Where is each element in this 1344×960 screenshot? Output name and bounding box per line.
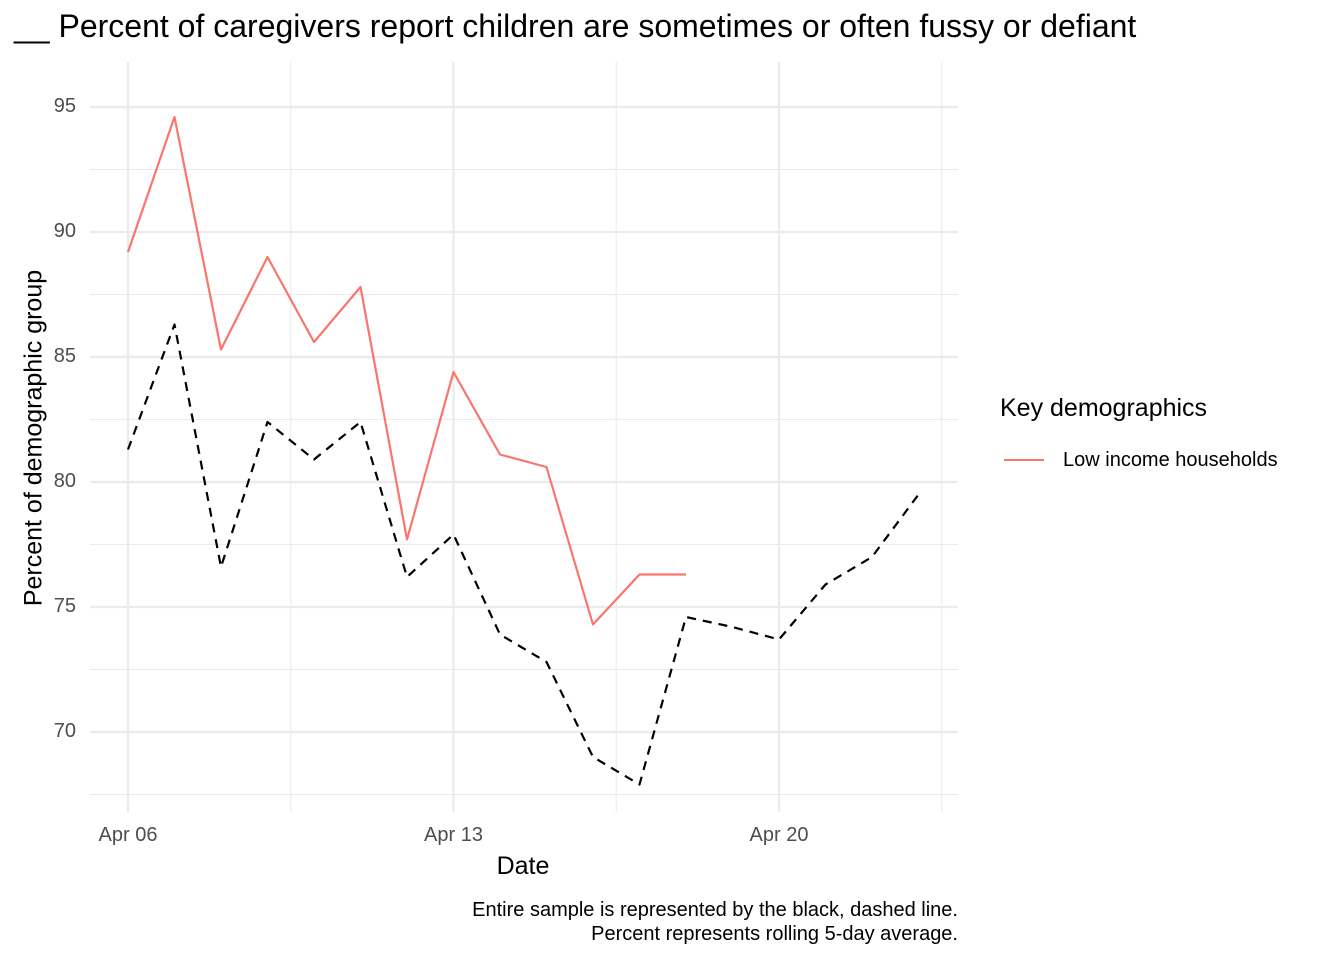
chart-title: __ Percent of caregivers report children…	[14, 8, 1137, 44]
series-line-low-income	[126, 115, 686, 626]
y-tick-label: 75	[53, 595, 76, 617]
caption-line-1: Entire sample is represented by the blac…	[472, 899, 958, 921]
y-tick-label: 80	[53, 470, 76, 492]
x-axis-label: Date	[496, 852, 550, 880]
y-tick-label: 90	[53, 220, 76, 242]
series-lines	[126, 115, 920, 786]
legend-title: Key demographics	[1000, 394, 1208, 422]
x-tick-label: Apr 20	[749, 824, 809, 846]
y-axis-label: Percent of demographic group	[19, 269, 48, 607]
minor-gridlines	[90, 62, 958, 812]
y-tick-label: 95	[53, 95, 76, 117]
y-tick-label: 70	[53, 720, 76, 742]
caption-line-2: Percent represents rolling 5-day average…	[591, 923, 958, 945]
legend-key-low-income	[1004, 459, 1044, 461]
legend-label-low-income: Low income households	[1063, 448, 1278, 471]
legend-item-low-income: Low income households	[1004, 448, 1278, 472]
major-gridlines	[90, 62, 958, 812]
x-tick-label: Apr 06	[98, 824, 158, 846]
chart-caption: Entire sample is represented by the blac…	[472, 898, 958, 946]
y-tick-label: 85	[53, 345, 76, 367]
x-tick-label: Apr 13	[424, 824, 483, 846]
series-line-entire-sample	[126, 323, 920, 786]
